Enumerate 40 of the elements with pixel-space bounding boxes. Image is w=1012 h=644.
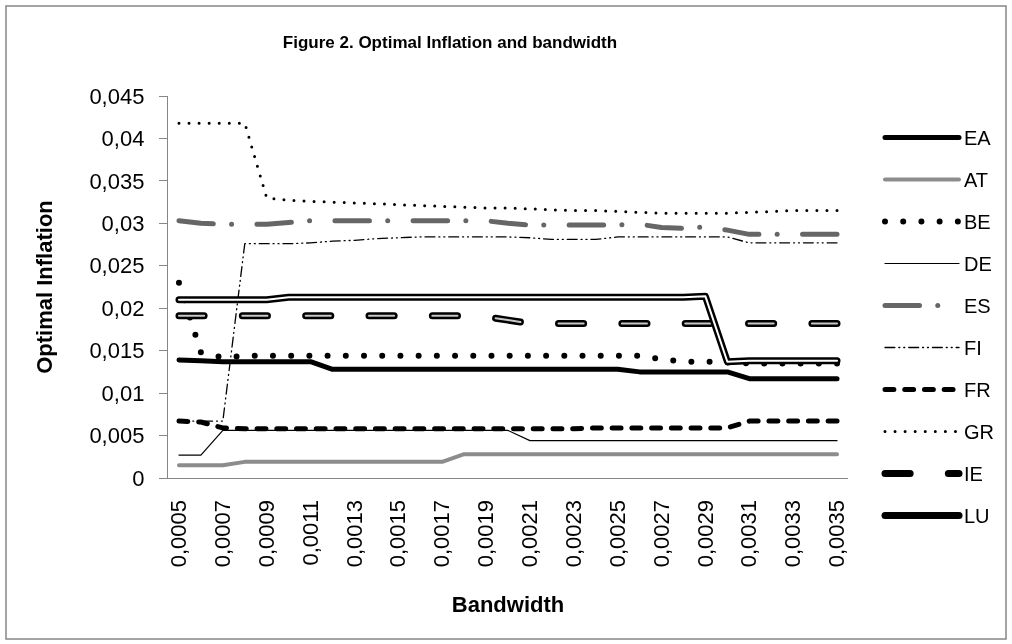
y-tick-label: 0,04 xyxy=(101,126,145,152)
x-tick-label: 0,0019 xyxy=(473,499,499,568)
legend-label: IE xyxy=(964,463,983,486)
legend-label: LU xyxy=(964,505,990,528)
y-tick-label: 0,035 xyxy=(89,168,145,194)
x-tick-label: 0,0035 xyxy=(824,499,850,568)
y-tick-label: 0,015 xyxy=(89,338,145,364)
x-tick-label: 0,0029 xyxy=(692,499,718,568)
x-axis-title: Bandwidth xyxy=(451,592,565,618)
legend-label: EA xyxy=(964,127,992,150)
y-tick-label: 0,01 xyxy=(101,380,145,406)
y-tick-label: 0,02 xyxy=(101,295,145,321)
x-tick-label: 0,0025 xyxy=(604,499,630,568)
y-tick-label: 0 xyxy=(132,465,145,491)
legend-label: DE xyxy=(964,253,992,276)
x-tick-label: 0,0023 xyxy=(560,499,586,568)
x-tick-label: 0,0027 xyxy=(648,499,674,568)
x-tick-label: 0,0021 xyxy=(517,499,543,568)
x-tick-label: 0,0033 xyxy=(780,499,806,568)
x-tick-label: 0,0005 xyxy=(166,499,192,568)
y-tick-label: 0,03 xyxy=(101,211,145,237)
line-series xyxy=(177,121,839,215)
legend-label: AT xyxy=(964,169,989,192)
legend-label: FI xyxy=(964,337,982,360)
chart-title: Figure 2. Optimal Inflation and bandwidth xyxy=(282,32,618,52)
legend-label: FR xyxy=(964,379,991,402)
legend-label: ES xyxy=(964,295,991,318)
y-tick-label: 0,025 xyxy=(89,253,145,279)
y-tick-label: 0,005 xyxy=(89,423,145,449)
legend-label: BE xyxy=(964,211,991,234)
x-tick-label: 0,0009 xyxy=(253,499,279,568)
x-tick-label: 0,0017 xyxy=(429,499,455,568)
x-tick-label: 0,0015 xyxy=(385,499,411,568)
x-tick-label: 0,0007 xyxy=(209,499,235,568)
x-tick-label: 0,0013 xyxy=(341,499,367,568)
x-tick-label: 0,0011 xyxy=(297,499,323,566)
legend-label: GR xyxy=(964,421,994,444)
y-axis-title: Optimal Inflation xyxy=(32,200,58,374)
y-tick-label: 0,045 xyxy=(89,83,145,109)
x-tick-label: 0,0031 xyxy=(736,499,762,568)
